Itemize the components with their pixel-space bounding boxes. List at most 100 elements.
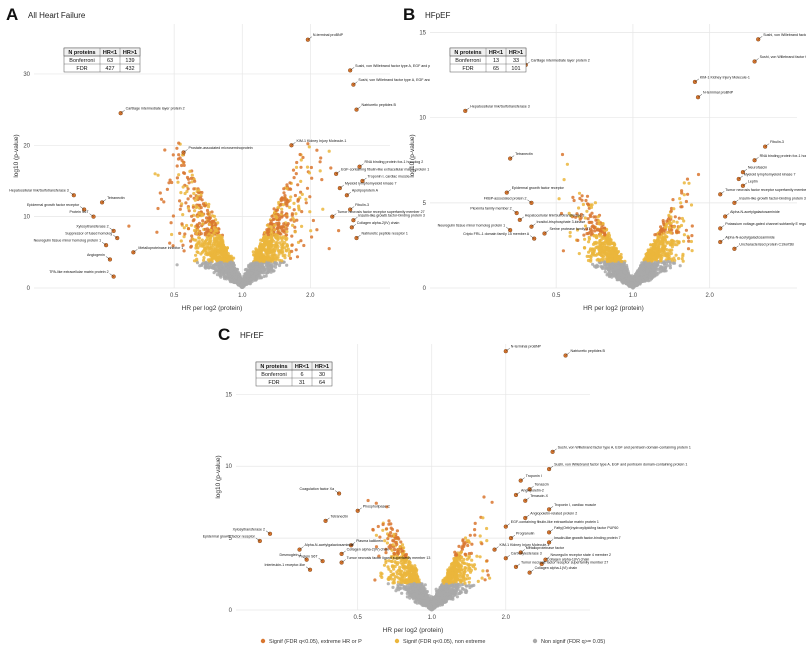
data-point: [206, 205, 211, 209]
data-point: [178, 156, 182, 160]
data-point: [260, 243, 264, 247]
data-point: [297, 208, 301, 212]
protein-label: Tumor necrosis factor receptor superfami…: [725, 188, 806, 192]
data-point: [390, 564, 394, 568]
data-point: [655, 253, 659, 257]
y-tick-label: 30: [23, 72, 30, 78]
table-cell: 139: [125, 58, 134, 64]
data-point: [280, 246, 284, 250]
data-point: [181, 185, 185, 189]
data-point: [686, 236, 691, 240]
data-point: [605, 253, 609, 258]
data-point: [201, 219, 205, 223]
data-point: [215, 236, 219, 240]
data-point: [207, 219, 211, 223]
data-point: [592, 241, 597, 245]
data-point: [178, 199, 182, 203]
y-tick-label: 15: [419, 31, 426, 37]
protein-label: Angiogenin: [87, 253, 105, 257]
labelled-point: [334, 171, 339, 176]
data-point: [641, 264, 645, 268]
data-point: [696, 172, 701, 177]
data-point: [686, 247, 691, 251]
data-point: [215, 233, 219, 237]
data-point: [179, 239, 183, 243]
data-point: [299, 190, 303, 194]
labelled-point: [337, 186, 342, 191]
data-point: [192, 191, 196, 196]
protein-label: Xylosyltransferase 2: [76, 224, 108, 228]
data-point: [155, 230, 159, 234]
data-point: [557, 197, 561, 201]
data-point: [274, 214, 278, 218]
data-point: [191, 219, 195, 223]
y-tick-label: 5: [423, 201, 427, 207]
data-point: [609, 238, 613, 242]
data-point: [609, 242, 613, 246]
data-point: [679, 205, 683, 209]
protein-label: Prostate-associated microseminoprotein: [189, 146, 253, 150]
data-point: [690, 234, 694, 238]
data-point: [585, 209, 589, 213]
data-point: [594, 234, 598, 238]
data-point: [581, 202, 586, 207]
data-point: [655, 239, 659, 243]
data-point: [663, 260, 667, 264]
data-point: [587, 240, 591, 244]
data-point: [264, 241, 268, 245]
data-point: [304, 201, 308, 205]
labelled-point: [718, 239, 723, 245]
data-point: [682, 239, 686, 243]
data-point: [277, 200, 281, 205]
data-point: [200, 250, 204, 254]
data-point: [293, 225, 297, 229]
protein-label: Hepatocellular link/Sulfotransferase 3: [525, 213, 585, 217]
data-point: [669, 231, 673, 235]
protein-label: Uncharacterized protein C19orf3B: [739, 242, 794, 246]
data-point: [590, 231, 594, 236]
data-point: [672, 240, 676, 244]
data-point: [197, 188, 201, 192]
data-point: [666, 260, 670, 264]
data-point: [251, 250, 255, 254]
panel-letter: C: [218, 325, 230, 344]
data-point: [595, 228, 600, 232]
data-point: [327, 149, 331, 153]
data-point: [320, 178, 324, 182]
data-point: [212, 240, 217, 244]
data-point: [175, 164, 179, 168]
data-point: [319, 156, 323, 160]
data-point: [607, 270, 612, 274]
data-point: [225, 254, 229, 259]
protein-label: Epidermal growth factor receptor: [512, 186, 565, 190]
data-point: [175, 176, 179, 180]
data-point: [256, 248, 260, 252]
data-point: [190, 214, 194, 218]
data-point: [670, 228, 674, 232]
data-point: [285, 187, 289, 191]
data-point: [196, 250, 200, 255]
data-point: [663, 228, 667, 232]
data-point: [290, 243, 294, 247]
data-point: [294, 212, 298, 216]
data-point: [598, 246, 603, 250]
data-point: [275, 257, 279, 261]
data-point: [684, 228, 689, 232]
data-point: [192, 187, 196, 191]
data-point: [604, 239, 608, 243]
data-point: [678, 264, 682, 268]
data-point: [274, 208, 278, 213]
data-point: [587, 250, 591, 254]
data-point: [202, 242, 206, 246]
data-point: [301, 155, 305, 160]
data-point: [235, 272, 239, 276]
data-point: [210, 233, 214, 238]
data-point: [208, 216, 212, 220]
data-point: [252, 274, 256, 278]
data-point: [292, 208, 296, 212]
table-cell: Bonferroni: [69, 58, 94, 64]
data-point: [590, 211, 594, 215]
labelled-point: [131, 250, 136, 255]
protein-label: KIM-1 Kidney Injury Molecule-1: [296, 139, 346, 143]
data-point: [295, 218, 299, 222]
